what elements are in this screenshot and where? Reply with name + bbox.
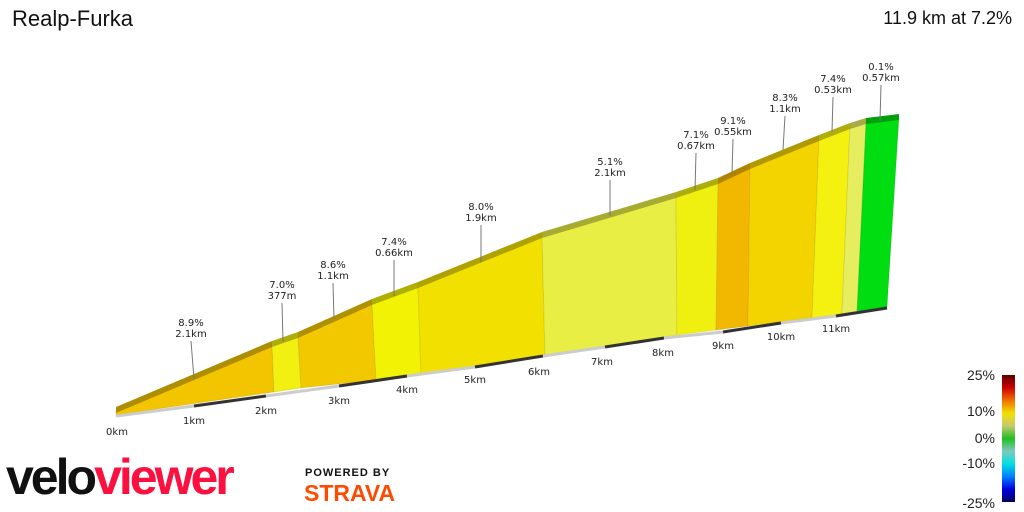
distance-axis-segment (663, 330, 724, 340)
x-tick-label: 8km (652, 348, 674, 359)
segment-length-label: 0.67km (677, 141, 715, 152)
legend-label: 10% (967, 403, 995, 419)
legend-label: 25% (967, 367, 995, 383)
callout-line (694, 152, 697, 191)
segment-grade-label: 5.1% (597, 157, 622, 168)
segment-grade-label: 8.6% (320, 260, 345, 271)
profile-segment (675, 181, 719, 336)
profile-top-edge (542, 192, 676, 238)
callout-line (782, 115, 786, 151)
legend-label: -10% (962, 455, 995, 471)
distance-axis-segment (193, 394, 267, 408)
x-tick-label: 0km (106, 427, 128, 438)
distance-axis-segment (265, 384, 340, 398)
profile-top-edge (676, 178, 718, 198)
segment-length-label: 1.9km (465, 213, 496, 224)
legend-label: 0% (975, 430, 995, 446)
segment-length-label: 1.1km (769, 104, 800, 115)
profile-top-edge (866, 114, 899, 124)
segment-grade-label: 0.1% (868, 62, 893, 73)
segment-length-label: 2.1km (594, 168, 625, 179)
segment-length-label: 377m (268, 291, 297, 302)
callout-line (879, 84, 882, 122)
segment-length-label: 0.57km (862, 73, 900, 84)
distance-axis-segment (115, 404, 195, 418)
climb-summary: 11.9 km at 7.2% (883, 8, 1012, 28)
legend-label: -25% (962, 495, 995, 511)
veloviewer-logo: veloviewer (6, 449, 235, 505)
segment-grade-label: 7.0% (269, 280, 294, 291)
segment-grade-label: 7.4% (820, 74, 845, 85)
callout-line (281, 302, 284, 343)
profile-top-edge (718, 163, 750, 184)
profile-top-edge (372, 282, 418, 305)
legend-colorbar (1002, 375, 1015, 502)
profile-top-edge (750, 135, 819, 169)
distance-axis-segment (406, 365, 476, 378)
x-tick-label: 1km (183, 416, 205, 427)
x-tick-label: 3km (328, 396, 350, 407)
profile-top-edge (298, 299, 372, 338)
grade-legend: 25% 10% 0% -10% -25% (962, 367, 1015, 511)
profile-segment (747, 138, 820, 327)
x-tick-label: 6km (528, 367, 550, 378)
distance-axis-segment (780, 314, 837, 325)
x-tick-label: 11km (822, 324, 850, 335)
profile-top-edge (272, 332, 298, 347)
segment-grade-label: 7.1% (683, 130, 708, 141)
x-tick-label: 10km (767, 332, 795, 343)
distance-axis-segment (542, 345, 606, 358)
segment-length-label: 2.1km (175, 329, 206, 340)
page-title: Realp-Furka (12, 6, 134, 31)
distance-axis-segment (604, 336, 665, 349)
segment-grade-label: 9.1% (720, 116, 745, 127)
segment-length-label: 0.53km (814, 85, 852, 96)
distance-axis-segment (474, 354, 544, 369)
x-tick-label: 9km (712, 341, 734, 352)
x-tick-label: 5km (464, 375, 486, 386)
segment-grade-label: 8.3% (772, 93, 797, 104)
x-tick-label: 7km (591, 357, 613, 368)
profile-segment (715, 166, 751, 331)
profile-top-edge (819, 123, 850, 141)
x-tick-label: 4km (396, 385, 418, 396)
callout-line (190, 340, 195, 380)
distance-axis-segment (722, 321, 782, 334)
callout-line (332, 282, 335, 320)
segment-grade-label: 8.9% (178, 318, 203, 329)
profile-segment (541, 195, 678, 358)
profile-top-edge (850, 118, 866, 129)
distance-axis-segment (835, 306, 888, 318)
segment-length-label: 1.1km (317, 271, 348, 282)
x-tick-label: 2km (255, 406, 277, 417)
profile-top-edge (418, 232, 542, 288)
segment-length-label: 0.66km (375, 248, 413, 259)
segment-grade-label: 8.0% (468, 202, 493, 213)
callout-line (731, 138, 734, 174)
distance-axis-segment (338, 374, 408, 388)
segment-length-label: 0.55km (714, 127, 752, 138)
segment-grade-label: 7.4% (381, 237, 406, 248)
callout-line (831, 96, 834, 133)
powered-by-label: POWERED BY (305, 467, 391, 479)
strava-logo: STRAVA (304, 480, 396, 506)
